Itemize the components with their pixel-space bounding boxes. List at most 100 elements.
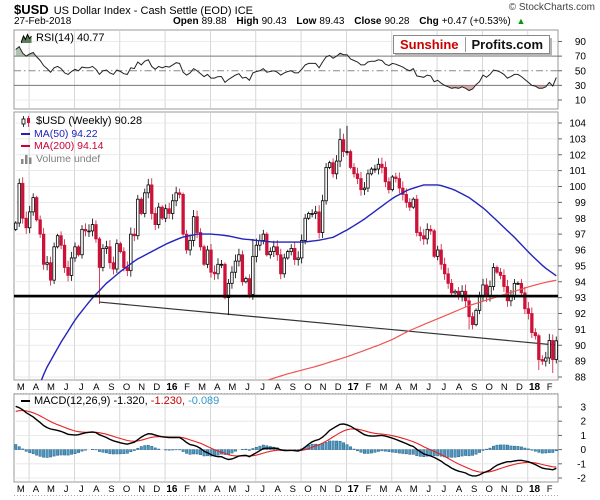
- macd-tick-label: 3: [580, 403, 586, 414]
- month-axis-label: F: [547, 484, 553, 495]
- month-axis-label: D: [335, 382, 342, 393]
- month-axis-label: O: [486, 382, 493, 393]
- chg-value: +0.47 (+0.53%): [441, 16, 511, 27]
- open-label: Open: [173, 16, 199, 27]
- logo-part1: Sunshine: [400, 37, 459, 52]
- quote-summary: Open 89.88 High 90.43 Low 89.43 Close 90.28 …: [173, 16, 525, 27]
- month-axis-label: J: [79, 484, 84, 495]
- month-axis-label: J: [245, 484, 250, 495]
- month-axis-label: M: [380, 484, 388, 495]
- month-axis-label: M: [410, 484, 418, 495]
- price-tick-label: 99: [575, 198, 587, 209]
- price-tick-label: 91: [575, 325, 587, 336]
- price-tick-label: 89: [575, 357, 587, 368]
- year-axis-label: 18: [529, 382, 541, 393]
- price-tick-label: 98: [575, 214, 587, 225]
- month-axis-label: A: [275, 484, 282, 495]
- month-axis-label: S: [471, 484, 477, 495]
- month-axis-label: N: [320, 484, 327, 495]
- rsi-tick-label: 70: [575, 52, 587, 63]
- legend-label: MA(50) 94.22: [34, 127, 98, 140]
- symbol-ticker: $USD: [14, 2, 49, 17]
- month-axis-label: F: [547, 382, 553, 393]
- macd-tick-label: 2: [580, 417, 586, 428]
- rsi-line: [15, 45, 557, 92]
- ma-line-icon: [21, 132, 30, 135]
- month-axis-label: F: [365, 382, 371, 393]
- ma50-line: [40, 184, 557, 380]
- month-axis-label: A: [395, 382, 402, 393]
- legend-row: Volume undef: [21, 153, 142, 166]
- month-axis-label: O: [486, 484, 493, 495]
- rsi-panel-border: [13, 29, 559, 110]
- month-axis-label: O: [304, 484, 311, 495]
- price-tick-label: 95: [575, 261, 587, 272]
- month-axis-label: S: [108, 484, 114, 495]
- month-axis-label: S: [471, 382, 477, 393]
- price-tick-label: 104: [569, 119, 586, 130]
- macd-legend: MACD(12,26,9) -1.320, -1.230, -0.089: [21, 395, 219, 407]
- rsi-legend: RSI(14) 40.77: [21, 32, 104, 44]
- month-axis-label: A: [456, 484, 463, 495]
- year-axis-label: 18: [529, 484, 541, 495]
- month-axis-label: M: [47, 382, 55, 393]
- main-panel-border: [13, 111, 559, 381]
- month-axis-label: A: [395, 484, 402, 495]
- month-axis-label: A: [93, 484, 100, 495]
- month-axis-label: A: [33, 382, 40, 393]
- month-axis-label: M: [198, 484, 206, 495]
- month-axis-label: N: [501, 382, 508, 393]
- month-axis-label: D: [153, 382, 160, 393]
- macd-value: -0.089: [185, 395, 220, 407]
- price-tick-label: 102: [569, 150, 586, 161]
- macd-value: -1.230,: [147, 395, 186, 407]
- month-axis-label: M: [228, 484, 236, 495]
- macd-line-icon: [21, 400, 30, 402]
- high-label: High: [236, 16, 259, 27]
- month-axis-label: O: [123, 484, 130, 495]
- month-axis-label: S: [290, 484, 296, 495]
- chart-date: 27-Feb-2018: [14, 16, 72, 27]
- year-axis-label: 16: [166, 382, 178, 393]
- price-series: [14, 125, 558, 380]
- month-axis-label: D: [335, 484, 342, 495]
- macd-tick-label: -1: [577, 459, 586, 470]
- price-tick-label: 103: [569, 134, 586, 145]
- month-axis-label: F: [184, 382, 190, 393]
- legend-row: MA(200) 94.14: [21, 140, 142, 153]
- low-label: Low: [296, 16, 317, 27]
- month-axis-label: N: [501, 484, 508, 495]
- month-axis-label: N: [138, 382, 145, 393]
- rsi-series: [15, 45, 557, 92]
- macd-line: [15, 405, 557, 477]
- price-panel-legend: $USD (Weekly) 90.28 MA(50) 94.22 MA(200) 9…: [21, 115, 142, 165]
- month-axis-label: M: [228, 382, 236, 393]
- month-axis-label: N: [138, 484, 145, 495]
- month-axis-label: J: [260, 484, 265, 495]
- month-axis-label: A: [456, 382, 463, 393]
- year-axis-label: 17: [348, 484, 360, 495]
- macd-signal-line: [15, 409, 557, 473]
- legend-label: MA(200) 94.14: [34, 140, 104, 152]
- low-value: 89.43: [319, 16, 345, 27]
- price-tick-label: 90: [575, 341, 587, 352]
- month-axis-label: N: [320, 382, 327, 393]
- rsi-indicator-icon: [21, 32, 32, 43]
- legend-row: MA(50) 94.22: [21, 128, 142, 141]
- rsi-tick-label: 30: [575, 81, 587, 92]
- ma-line-icon: [21, 145, 30, 148]
- close-value: 90.28: [384, 16, 410, 27]
- price-tick-label: 96: [575, 246, 587, 257]
- high-value: 90.43: [261, 16, 287, 27]
- chart-header: $USD US Dollar Index - Cash Settle (EOD) …: [14, 2, 594, 17]
- month-axis-label: D: [516, 484, 523, 495]
- month-axis-label: A: [214, 382, 221, 393]
- month-axis-label: J: [64, 382, 69, 393]
- month-axis-label: M: [17, 382, 25, 393]
- ma200-line: [266, 279, 557, 380]
- month-axis-label: O: [123, 382, 130, 393]
- year-axis-label: 16: [166, 484, 178, 495]
- month-axis-label: S: [108, 382, 114, 393]
- rsi-label: RSI(14) 40.77: [36, 32, 105, 44]
